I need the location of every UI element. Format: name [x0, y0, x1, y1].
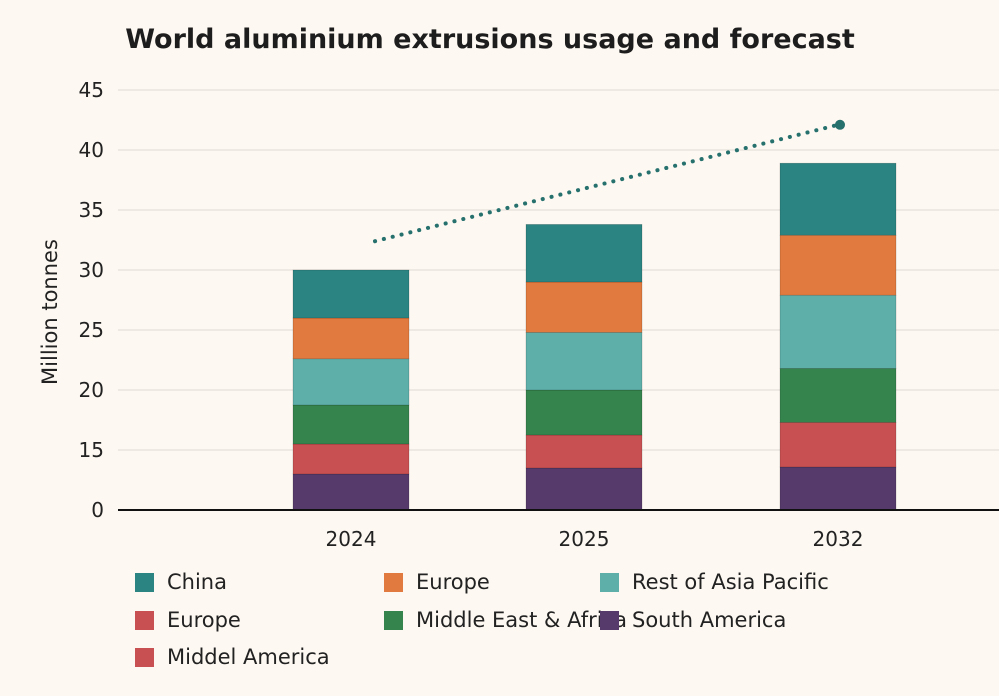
legend-item: Middel America	[135, 645, 330, 669]
legend-item: Rest of Asia Pacific	[600, 570, 829, 594]
y-tick-label: 0	[91, 498, 104, 522]
bar-segment	[292, 404, 410, 445]
legend-label: Rest of Asia Pacific	[632, 570, 829, 594]
x-tick-label: 2024	[326, 527, 377, 551]
x-tick-label: 2025	[559, 527, 610, 551]
legend-label: Middel America	[167, 645, 330, 669]
trend-line	[373, 122, 840, 244]
legend-swatch	[600, 572, 619, 592]
bar-segment	[525, 332, 643, 391]
y-tick-label: 35	[79, 198, 104, 222]
y-tick-label: 20	[79, 378, 104, 402]
x-tick-label: 2032	[813, 527, 864, 551]
bar-segment	[525, 467, 643, 511]
bar-segment	[292, 443, 410, 475]
bar-segment	[779, 422, 897, 468]
legend-item: Europe	[384, 570, 490, 594]
legend-label: Middle East & Africa	[416, 608, 627, 632]
bar-segment	[779, 466, 897, 511]
legend-swatch	[135, 572, 154, 592]
y-tick-label: 45	[79, 78, 104, 102]
legend-item: South America	[600, 608, 786, 632]
bar-segment	[525, 389, 643, 436]
legend-item: China	[135, 570, 227, 594]
bar-segment	[292, 358, 410, 406]
legend-swatch	[600, 610, 619, 630]
legend-swatch	[384, 610, 403, 630]
legend-item: Middle East & Africa	[384, 608, 627, 632]
legend-label: China	[167, 570, 227, 594]
bar-segment	[292, 269, 410, 319]
legend-label: Europe	[416, 570, 490, 594]
legend-label: Europe	[167, 608, 241, 632]
legend-swatch	[384, 572, 403, 592]
bar-segment	[525, 281, 643, 333]
bar-segment	[525, 224, 643, 283]
legend-swatch	[135, 610, 154, 630]
bar-segment	[779, 368, 897, 423]
legend-item: Europe	[135, 608, 241, 632]
trend-line-endpoint	[835, 119, 845, 130]
bar-segment	[525, 434, 643, 469]
bar-segment	[779, 162, 897, 236]
y-tick-label: 25	[79, 318, 104, 342]
y-tick-label: 40	[79, 138, 104, 162]
bar-segment	[779, 234, 897, 296]
bar-segment	[779, 294, 897, 369]
bar-segment	[292, 473, 410, 511]
y-tick-label: 30	[79, 258, 104, 282]
legend-label: South America	[632, 608, 787, 632]
y-tick-label: 15	[79, 438, 104, 462]
bar-segment	[292, 317, 410, 360]
chart-title: World aluminium extrusions usage and for…	[125, 24, 855, 55]
legend-swatch	[135, 647, 154, 667]
